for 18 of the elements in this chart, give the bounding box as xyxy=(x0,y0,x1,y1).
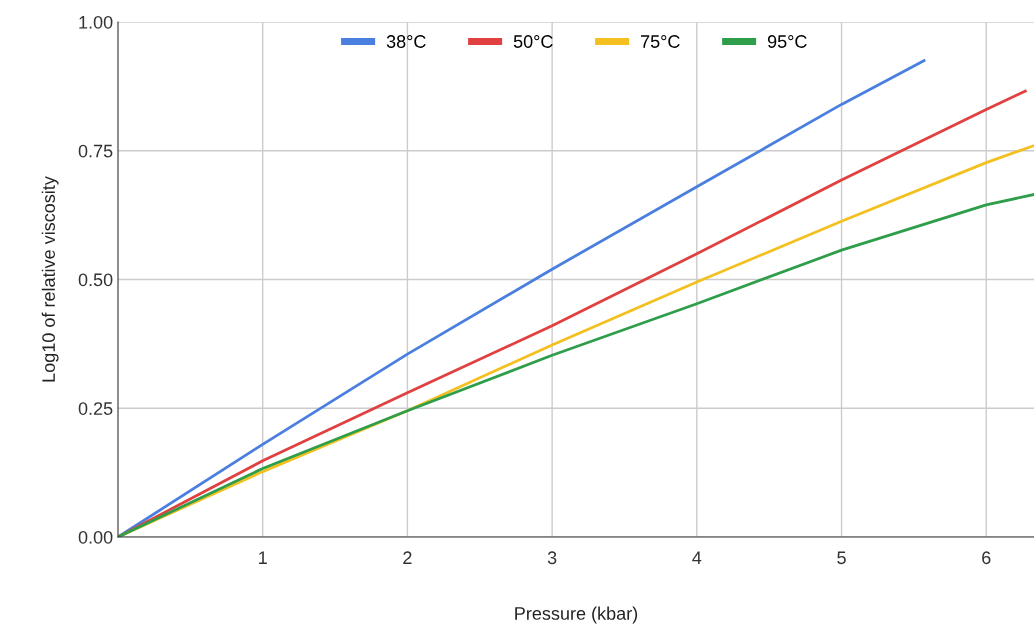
x-tick-label: 4 xyxy=(692,551,702,564)
y-axis-title: Log10 of relative viscosity xyxy=(41,176,59,382)
x-tick-label: 1 xyxy=(259,551,267,564)
y-tick-label: 0.75 xyxy=(78,144,113,158)
line-series xyxy=(118,59,926,537)
x-tick-label: 3 xyxy=(547,551,557,565)
y-tick-label: 1.00 xyxy=(79,15,113,29)
y-tick-label: 0.25 xyxy=(78,402,113,415)
y-tick-label: 0.50 xyxy=(78,273,113,287)
legend-label: 95°C xyxy=(767,35,807,48)
y-tick-label: 0.00 xyxy=(78,530,113,544)
x-tick-label: 5 xyxy=(837,551,846,565)
x-axis-title: Pressure (kbar) xyxy=(515,606,638,624)
legend-label: 75°C xyxy=(641,35,680,48)
legend-label: 38°C xyxy=(386,35,426,48)
x-tick-label: 6 xyxy=(982,551,991,565)
x-tick-label: 2 xyxy=(403,551,412,564)
legend-label: 50°C xyxy=(513,35,553,48)
